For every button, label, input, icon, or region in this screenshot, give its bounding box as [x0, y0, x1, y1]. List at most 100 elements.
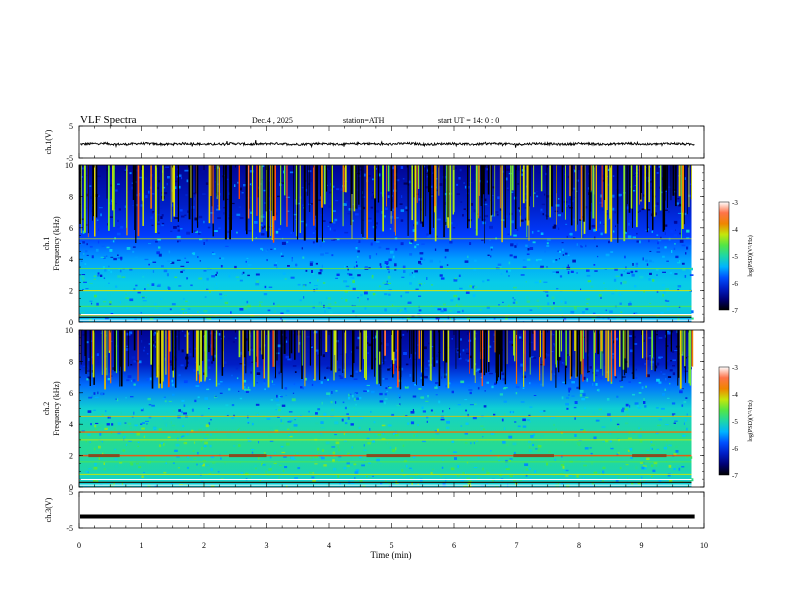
- spectral-speckle: [250, 346, 253, 349]
- spectral-speckle: [186, 261, 189, 263]
- spectral-speckle: [148, 243, 152, 245]
- spectral-speckle: [615, 225, 617, 228]
- spectral-speckle: [387, 282, 391, 284]
- spectral-speckle: [315, 349, 319, 352]
- sferic-streak: [574, 330, 576, 351]
- spectral-speckle: [378, 246, 382, 249]
- spectral-speckle: [596, 389, 599, 391]
- spectral-speckle: [102, 266, 105, 270]
- spectral-speckle: [645, 385, 647, 388]
- spectral-speckle: [327, 225, 330, 227]
- spectral-speckle: [277, 195, 280, 198]
- spectral-speckle: [142, 296, 145, 299]
- sferic-streak: [414, 165, 417, 242]
- sferic-streak: [689, 330, 692, 386]
- spectral-speckle: [94, 424, 97, 428]
- spectral-speckle: [192, 450, 195, 452]
- spectral-speckle: [286, 210, 290, 212]
- spectral-speckle: [231, 374, 233, 377]
- spectral-speckle: [611, 446, 613, 448]
- sferic-streak: [691, 330, 694, 367]
- spectral-speckle: [172, 393, 175, 396]
- spectral-speckle: [391, 208, 395, 211]
- spectral-speckle: [534, 281, 539, 284]
- spectral-speckle: [341, 297, 343, 299]
- spectral-speckle: [493, 340, 495, 343]
- spectral-speckle: [346, 242, 350, 244]
- spectral-speckle: [612, 175, 615, 177]
- spectral-speckle: [292, 392, 295, 394]
- spectral-speckle: [149, 318, 154, 321]
- y-tick-label-2: 10: [65, 326, 73, 335]
- sferic-streak: [501, 165, 503, 243]
- spectral-speckle: [355, 412, 357, 415]
- spectral-speckle: [536, 299, 540, 302]
- spectral-speckle: [508, 459, 511, 462]
- spectral-speckle: [624, 462, 628, 464]
- spectral-speckle: [238, 444, 241, 447]
- spectral-speckle: [686, 455, 689, 458]
- sferic-streak: [595, 165, 597, 231]
- spectral-speckle: [676, 465, 680, 467]
- spectral-speckle: [635, 466, 638, 470]
- spectral-speckle: [129, 268, 133, 271]
- spectral-speckle: [403, 270, 406, 273]
- spectral-speckle: [284, 387, 288, 390]
- sferic-streak: [80, 165, 82, 234]
- spectral-speckle: [650, 444, 655, 446]
- spectral-speckle: [243, 386, 246, 389]
- spectral-speckle: [624, 255, 626, 259]
- spectral-speckle: [426, 233, 429, 236]
- spectral-speckle: [644, 362, 647, 366]
- spectral-speckle: [396, 404, 401, 407]
- spectral-speckle: [335, 441, 340, 445]
- spectral-speckle: [93, 275, 97, 277]
- spectral-speckle: [486, 168, 489, 171]
- spectral-speckle: [393, 369, 397, 372]
- spectral-speckle: [225, 245, 229, 247]
- spectral-speckle: [194, 417, 198, 421]
- spectral-speckle: [110, 484, 114, 487]
- spectral-speckle: [186, 179, 189, 183]
- spectral-speckle: [427, 360, 430, 363]
- spectral-speckle: [151, 212, 154, 214]
- spectral-speckle: [297, 283, 301, 286]
- spectral-speckle: [98, 457, 100, 460]
- spectral-speckle: [261, 463, 263, 466]
- spectrogram-image-2: [79, 330, 694, 487]
- spectral-speckle: [518, 168, 521, 171]
- sferic-streak: [390, 165, 393, 212]
- sferic-streak: [471, 330, 473, 369]
- spectral-speckle: [286, 442, 290, 446]
- spectral-speckle: [611, 355, 615, 359]
- spectral-speckle: [612, 353, 615, 356]
- spectral-speckle: [491, 248, 493, 251]
- spectral-speckle: [328, 330, 331, 332]
- spectral-speckle: [290, 358, 292, 361]
- spectral-speckle: [421, 318, 423, 321]
- spectral-speckle: [544, 318, 549, 320]
- sferic-streak: [438, 330, 441, 386]
- sferic-streak: [533, 330, 536, 351]
- spectral-speckle: [513, 451, 516, 455]
- spectral-speckle: [146, 423, 148, 425]
- spectral-speckle: [655, 407, 659, 409]
- spectral-speckle: [398, 310, 401, 313]
- spectral-speckle: [117, 254, 119, 256]
- spectral-speckle: [226, 434, 231, 438]
- spectral-speckle: [326, 297, 328, 299]
- spectral-speckle: [663, 482, 666, 485]
- spectral-speckle: [328, 303, 332, 306]
- spectral-speckle: [656, 274, 658, 276]
- spectral-speckle: [171, 424, 176, 427]
- spectral-speckle: [502, 301, 504, 303]
- spectral-speckle: [606, 183, 610, 187]
- spectral-speckle: [691, 310, 694, 314]
- spectral-speckle: [509, 475, 513, 477]
- spectral-speckle: [368, 335, 371, 338]
- spectral-speckle: [217, 183, 219, 186]
- spectral-speckle: [443, 303, 446, 306]
- spectral-speckle: [649, 272, 652, 275]
- spectral-speckle: [347, 356, 349, 359]
- spectral-speckle: [650, 213, 653, 217]
